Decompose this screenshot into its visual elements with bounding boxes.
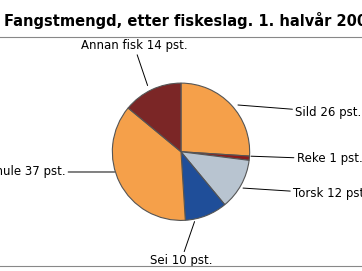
Text: Kolmule 37 pst.: Kolmule 37 pst.: [0, 166, 115, 179]
Wedge shape: [181, 152, 249, 160]
Text: Reke 1 pst.: Reke 1 pst.: [251, 153, 362, 166]
Text: Annan fisk 14 pst.: Annan fisk 14 pst.: [81, 39, 188, 86]
Text: Sild 26 pst.: Sild 26 pst.: [238, 105, 361, 118]
Wedge shape: [181, 152, 249, 205]
Wedge shape: [181, 152, 225, 220]
Text: Fangstmengd, etter fiskeslag. 1. halvår 2007*. Prosent: Fangstmengd, etter fiskeslag. 1. halvår …: [4, 12, 362, 29]
Wedge shape: [128, 83, 181, 152]
Text: Torsk 12 pst.: Torsk 12 pst.: [243, 187, 362, 200]
Wedge shape: [112, 108, 185, 220]
Wedge shape: [181, 83, 250, 156]
Text: Sei 10 pst.: Sei 10 pst.: [150, 222, 212, 267]
